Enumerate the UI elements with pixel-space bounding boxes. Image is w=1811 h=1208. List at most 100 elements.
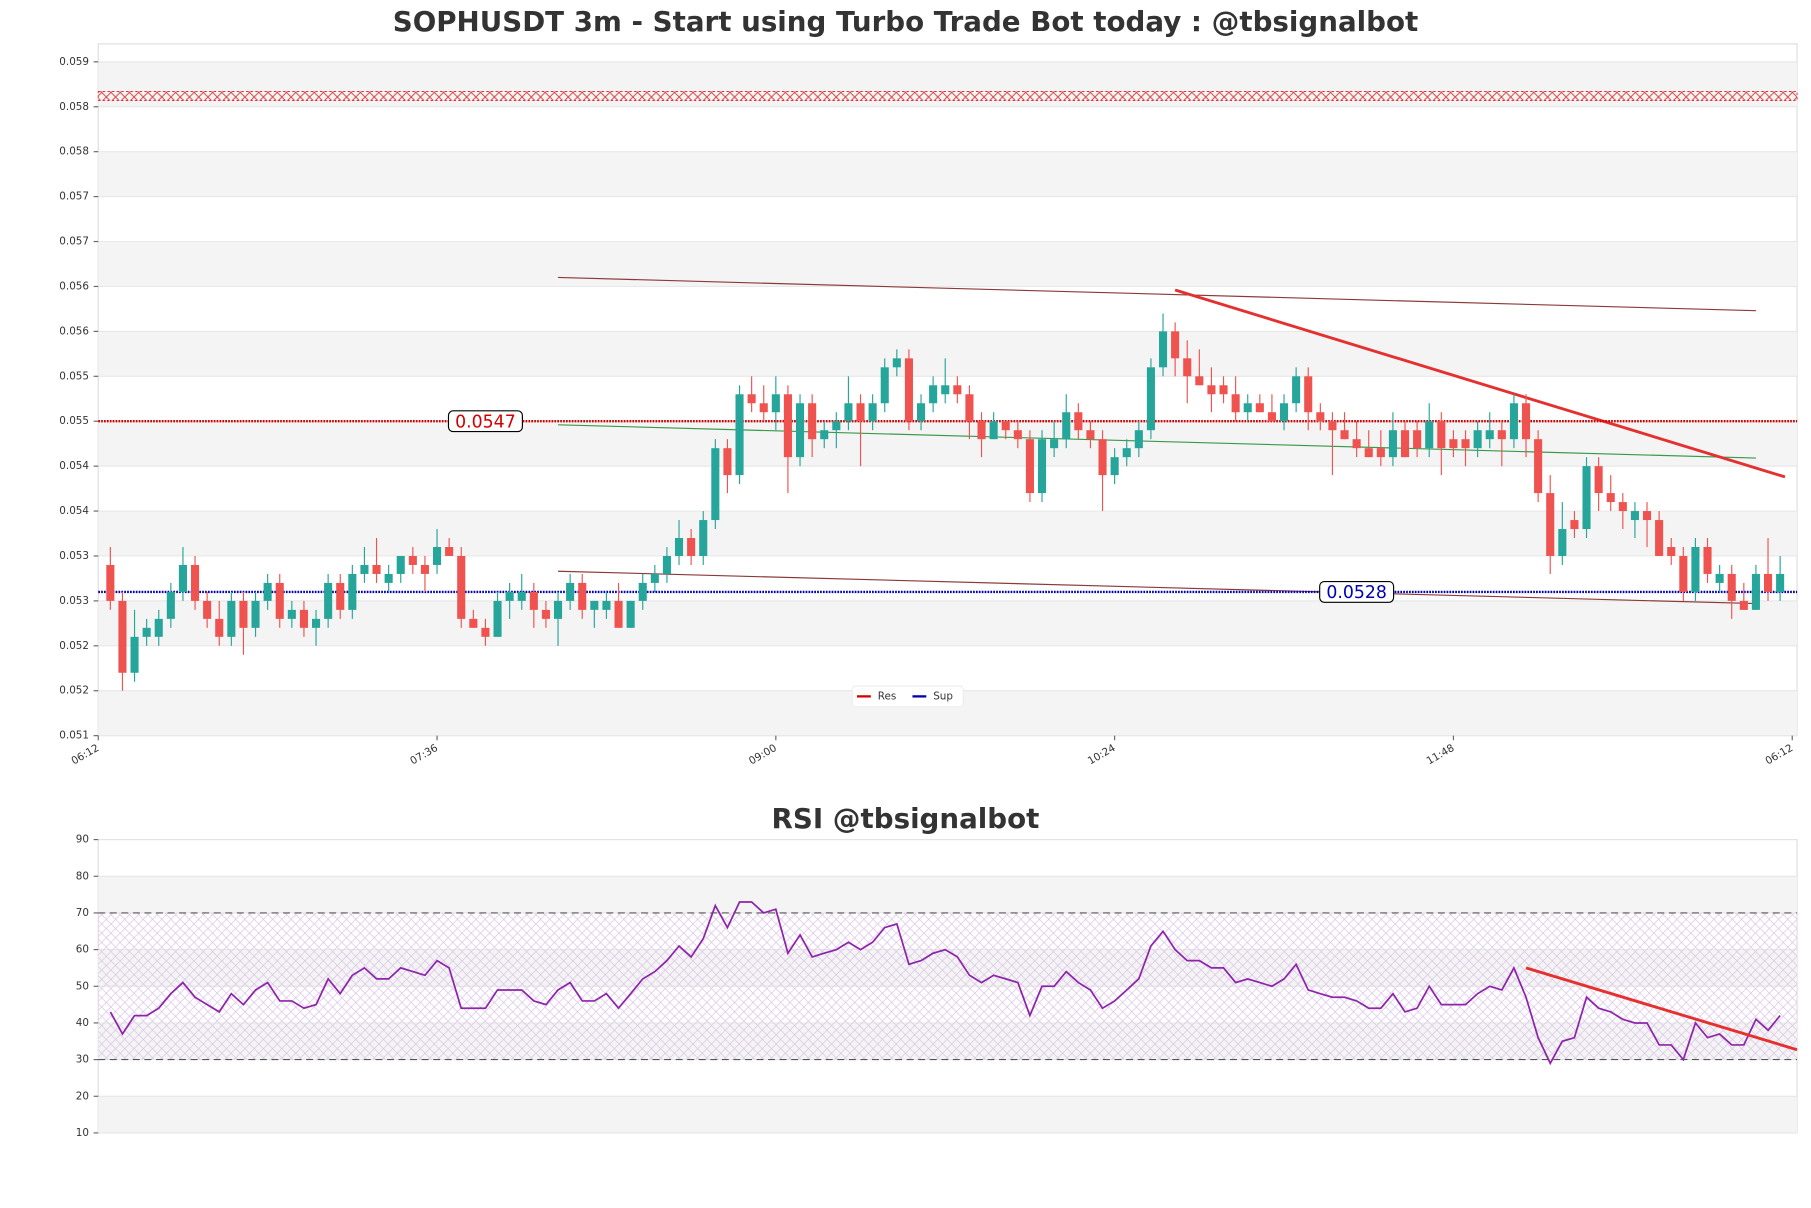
candle-body [1400, 430, 1410, 458]
candle-body [916, 403, 926, 422]
candle-body [795, 403, 805, 458]
candle-body [687, 538, 696, 556]
candle-body [1679, 555, 1688, 592]
candle-body [215, 618, 224, 637]
candle-body [844, 403, 853, 422]
candle-body [1703, 546, 1712, 574]
candle-body [626, 600, 635, 628]
candle-body [529, 591, 538, 610]
candle-body [481, 627, 490, 637]
candle-body [1594, 466, 1603, 494]
candle-body [1304, 376, 1313, 413]
rsi-title: RSI @tbsignalbot [772, 802, 1040, 835]
candle-body [287, 609, 296, 619]
candle-body [384, 573, 393, 583]
candle-body [1763, 573, 1773, 592]
legend-label: Res [878, 690, 897, 702]
y-tick-label: 0.055 [59, 415, 89, 427]
candle-body [614, 600, 623, 628]
candle-body [445, 546, 454, 556]
x-tick-label: 06:12 [1763, 742, 1795, 767]
candle-body [1316, 412, 1325, 422]
candle-body [1267, 412, 1276, 422]
candle-body [856, 403, 865, 422]
candle-body [275, 582, 284, 619]
y-tick-label: 0.052 [59, 685, 89, 697]
y-tick-label: 40 [76, 1017, 89, 1029]
y-tick-label: 0.052 [59, 640, 89, 652]
x-tick-label: 06:12 [69, 742, 101, 767]
candle-body [227, 600, 236, 637]
candle-body [311, 618, 321, 628]
candle-body [711, 448, 720, 521]
grid-band [98, 151, 1798, 197]
candle-body [239, 600, 248, 628]
candle-body [1449, 439, 1458, 449]
candle-body [190, 564, 200, 601]
candle-body [1413, 430, 1422, 449]
candle-body [1715, 573, 1724, 583]
candle-body [941, 385, 950, 395]
x-tick-label: 07:36 [408, 742, 440, 767]
candle-body [324, 582, 333, 619]
candle-body [1751, 573, 1760, 610]
y-tick-label: 0.054 [59, 460, 89, 472]
candle-body [880, 367, 889, 404]
candle-body [759, 403, 768, 413]
candle-body [1110, 457, 1119, 476]
grid-band [98, 241, 1798, 287]
candle-body [1122, 448, 1131, 458]
y-tick-label: 80 [76, 870, 89, 882]
candle-body [142, 627, 151, 637]
candle-body [1485, 430, 1494, 440]
trend-line [558, 570, 1756, 605]
candle-body [1534, 439, 1543, 494]
candle-body [457, 555, 466, 619]
y-tick-label: 0.057 [59, 191, 89, 203]
grid-band [98, 1096, 1798, 1133]
y-tick-label: 0.053 [59, 595, 89, 607]
candle-body [1691, 546, 1700, 592]
candle-body [1497, 430, 1506, 440]
candle-body [348, 573, 357, 610]
y-tick-label: 90 [76, 834, 89, 846]
y-tick-label: 60 [76, 944, 89, 956]
y-tick-label: 0.051 [59, 730, 89, 742]
y-tick-label: 0.056 [59, 325, 89, 337]
candle-body [989, 421, 998, 440]
candle-body [1231, 394, 1240, 413]
y-tick-label: 30 [76, 1054, 89, 1066]
candle-body [1667, 546, 1676, 556]
candle-body [1437, 421, 1446, 449]
candle-body [1618, 502, 1627, 512]
candle-body [1509, 403, 1518, 440]
y-tick-label: 50 [76, 980, 89, 992]
candle-body [1013, 430, 1022, 440]
candle-body [517, 591, 526, 601]
candle-body [578, 582, 587, 610]
candle-body [178, 564, 187, 592]
candle-body [1606, 493, 1615, 503]
candle-body [723, 448, 732, 476]
chart-title: SOPHUSDT 3m - Start using Turbo Trade Bo… [393, 5, 1419, 38]
candle-body [251, 600, 260, 628]
candle-body [1473, 430, 1482, 449]
candle-body [832, 421, 841, 431]
candle-body [1425, 421, 1434, 449]
candle-body [1364, 448, 1373, 458]
candle-body [1727, 573, 1736, 601]
candle-body [650, 573, 659, 583]
candle-body [1388, 430, 1397, 458]
y-tick-label: 0.053 [59, 550, 89, 562]
candle-body [299, 609, 308, 628]
rsi-line [109, 901, 1781, 1066]
candle-body [432, 546, 442, 565]
y-tick-label: 0.054 [59, 505, 89, 517]
candle-body [1570, 520, 1579, 530]
candle-body [735, 394, 744, 476]
candle-body [904, 358, 913, 422]
candle-body [602, 600, 611, 610]
candle-body [1050, 439, 1059, 449]
candle-body [1062, 412, 1071, 440]
